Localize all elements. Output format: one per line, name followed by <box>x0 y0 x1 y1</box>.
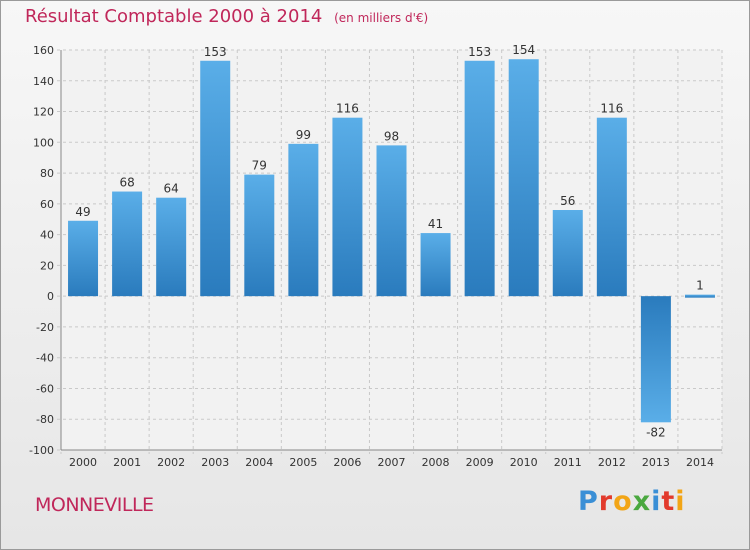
bar <box>156 197 187 297</box>
data-label: 68 <box>119 176 134 190</box>
y-tick-label: 120 <box>33 106 54 119</box>
data-label: 153 <box>468 45 491 59</box>
x-tick-label: 2014 <box>686 456 714 469</box>
y-tick-label: 140 <box>33 75 54 88</box>
y-tick-label: -60 <box>36 382 54 395</box>
data-label: 79 <box>252 159 267 173</box>
data-label: 49 <box>75 205 90 219</box>
y-tick-label: 60 <box>40 198 54 211</box>
brand-logo-letter: P <box>578 486 599 517</box>
brand-logo-letter: i <box>675 486 686 517</box>
x-tick-label: 2010 <box>510 456 538 469</box>
bar <box>640 296 671 423</box>
data-label: 56 <box>560 194 575 208</box>
x-tick-label: 2005 <box>289 456 317 469</box>
bar <box>684 294 715 298</box>
unit-note: (en milliers d'€) <box>334 11 429 25</box>
y-tick-label: 20 <box>40 259 54 272</box>
bar <box>464 60 495 297</box>
bar <box>508 59 539 297</box>
y-tick-label: -20 <box>36 321 54 334</box>
data-label: 1 <box>696 279 704 293</box>
bar <box>112 191 143 297</box>
brand-logo: Proxiti <box>578 486 686 517</box>
x-tick-label: 2006 <box>333 456 361 469</box>
y-tick-label: -80 <box>36 413 54 426</box>
y-tick-label: 80 <box>40 167 54 180</box>
bar <box>596 117 627 297</box>
data-label: 154 <box>512 43 535 57</box>
x-tick-label: 2004 <box>245 456 273 469</box>
x-tick-label: 2002 <box>157 456 185 469</box>
data-label: 41 <box>428 217 443 231</box>
brand-logo-letter: r <box>598 486 614 517</box>
data-label: 116 <box>600 102 623 116</box>
brand-logo-letter: x <box>632 486 652 517</box>
data-label: -82 <box>646 425 666 439</box>
y-tick-label: 40 <box>40 229 54 242</box>
data-label: 153 <box>204 45 227 59</box>
x-tick-label: 2012 <box>598 456 626 469</box>
data-label: 99 <box>296 128 311 142</box>
bar <box>288 143 319 297</box>
bar <box>68 220 99 297</box>
bar <box>244 174 275 297</box>
data-label: 98 <box>384 129 399 143</box>
data-label: 116 <box>336 102 359 116</box>
bar <box>552 210 583 297</box>
y-tick-label: 160 <box>33 44 54 57</box>
bar <box>200 60 231 297</box>
y-tick-label: 100 <box>33 136 54 149</box>
x-tick-label: 2007 <box>378 456 406 469</box>
bar <box>376 145 407 297</box>
commune-name: MONNEVILLE <box>35 494 154 516</box>
bar <box>332 117 363 297</box>
brand-logo-letter: o <box>613 486 633 517</box>
x-tick-label: 2011 <box>554 456 582 469</box>
x-tick-label: 2001 <box>113 456 141 469</box>
bar <box>420 233 451 297</box>
brand-logo-letter: i <box>651 486 662 517</box>
brand-logo-letter: t <box>661 486 676 517</box>
y-tick-label: -100 <box>29 444 54 457</box>
y-tick-label: 0 <box>47 290 54 303</box>
x-tick-label: 2009 <box>466 456 494 469</box>
title-text: Résultat Comptable 2000 à 2014 <box>25 6 323 27</box>
chart-title: Résultat Comptable 2000 à 2014 (en milli… <box>25 6 428 27</box>
x-tick-label: 2013 <box>642 456 670 469</box>
data-label: 64 <box>164 182 179 196</box>
x-tick-label: 2000 <box>69 456 97 469</box>
x-tick-label: 2008 <box>422 456 450 469</box>
y-tick-label: -40 <box>36 352 54 365</box>
x-tick-label: 2003 <box>201 456 229 469</box>
